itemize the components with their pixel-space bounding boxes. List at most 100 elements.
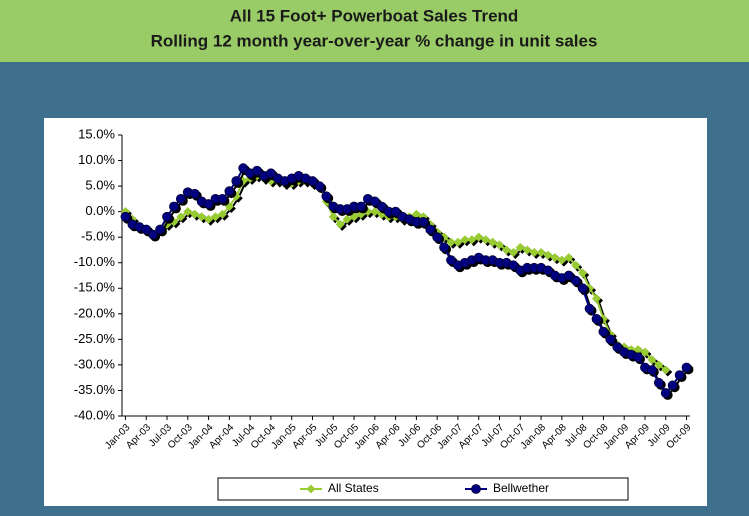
data-point bbox=[543, 250, 553, 260]
data-point bbox=[411, 209, 421, 219]
data-point bbox=[369, 196, 380, 207]
data-point bbox=[141, 224, 152, 235]
data-point bbox=[169, 201, 179, 212]
data-point bbox=[453, 237, 463, 247]
y-tick-label: -25.0% bbox=[74, 331, 116, 346]
data-point bbox=[598, 326, 609, 337]
data-point bbox=[557, 255, 567, 265]
data-point bbox=[328, 212, 338, 222]
data-point bbox=[189, 188, 200, 199]
y-tick-label: -20.0% bbox=[74, 305, 116, 320]
data-point bbox=[197, 212, 207, 222]
data-point bbox=[342, 214, 352, 224]
data-point bbox=[653, 377, 664, 388]
data-point bbox=[390, 206, 401, 217]
legend-marker bbox=[471, 484, 481, 494]
data-point bbox=[578, 268, 588, 278]
data-point bbox=[266, 168, 276, 179]
y-tick-label: -30.0% bbox=[74, 356, 116, 371]
data-point bbox=[640, 347, 650, 357]
title-banner bbox=[0, 0, 749, 62]
y-tick-label: 0.0% bbox=[85, 203, 115, 218]
y-tick-label: -10.0% bbox=[74, 254, 116, 269]
data-point bbox=[501, 245, 511, 255]
data-point bbox=[633, 352, 643, 363]
data-point bbox=[307, 176, 318, 186]
data-point bbox=[321, 191, 332, 202]
legend-label: All States bbox=[328, 481, 379, 495]
data-point bbox=[314, 181, 325, 191]
data-point bbox=[564, 253, 574, 263]
data-point bbox=[446, 237, 456, 247]
data-point bbox=[667, 380, 678, 391]
data-point bbox=[238, 176, 248, 186]
data-point bbox=[238, 163, 249, 174]
data-point bbox=[217, 193, 228, 204]
data-point bbox=[231, 176, 242, 186]
data-point bbox=[612, 342, 623, 352]
data-point bbox=[252, 165, 262, 176]
data-point bbox=[175, 193, 186, 204]
y-tick-label: -15.0% bbox=[74, 280, 116, 295]
data-point bbox=[654, 360, 664, 370]
data-point bbox=[183, 207, 193, 217]
series bbox=[120, 163, 692, 398]
data-point bbox=[446, 255, 456, 266]
data-point bbox=[439, 232, 449, 242]
y-tick-label: 10.0% bbox=[78, 152, 115, 167]
data-point bbox=[529, 248, 539, 258]
data-point bbox=[591, 293, 601, 303]
data-point bbox=[681, 362, 692, 373]
data-point bbox=[356, 201, 366, 212]
data-point bbox=[162, 211, 172, 222]
legend-marker bbox=[306, 484, 316, 494]
data-point bbox=[370, 207, 380, 217]
data-point bbox=[474, 232, 484, 242]
legend bbox=[217, 477, 629, 501]
data-point bbox=[148, 229, 159, 240]
data-point bbox=[647, 365, 657, 375]
data-point bbox=[217, 209, 227, 219]
data-point bbox=[467, 235, 477, 245]
data-point bbox=[376, 201, 387, 212]
data-point bbox=[605, 334, 616, 345]
data-point bbox=[169, 217, 179, 227]
data-point bbox=[231, 191, 241, 201]
data-point bbox=[204, 214, 214, 224]
data-point bbox=[674, 370, 685, 381]
y-tick-label: 5.0% bbox=[85, 178, 115, 193]
y-tick-label: 15.0% bbox=[78, 126, 115, 141]
data-point bbox=[563, 270, 574, 281]
data-point bbox=[335, 219, 345, 229]
data-point bbox=[460, 235, 470, 245]
y-tick-label: -40.0% bbox=[74, 407, 116, 422]
data-point bbox=[439, 242, 449, 253]
data-point bbox=[571, 260, 581, 270]
data-point bbox=[155, 224, 165, 235]
data-point bbox=[550, 253, 560, 263]
data-point bbox=[508, 260, 519, 271]
chart-title: All 15 Foot+ Powerboat Sales Trend bbox=[230, 6, 519, 25]
data-point bbox=[211, 212, 221, 222]
data-point bbox=[432, 232, 443, 243]
data-point bbox=[536, 248, 546, 258]
chart-area bbox=[44, 118, 707, 506]
data-point bbox=[363, 207, 373, 217]
data-point bbox=[522, 245, 532, 255]
data-point bbox=[224, 186, 235, 197]
data-point bbox=[660, 388, 671, 398]
data-point bbox=[224, 202, 234, 212]
y-tick-label: -5.0% bbox=[81, 229, 115, 244]
data-point bbox=[647, 355, 657, 365]
data-point bbox=[190, 209, 200, 219]
data-point bbox=[598, 314, 608, 324]
data-point bbox=[495, 240, 505, 250]
data-point bbox=[356, 209, 366, 219]
data-point bbox=[349, 212, 359, 222]
data-point bbox=[508, 248, 518, 258]
data-point bbox=[425, 224, 436, 235]
data-point bbox=[661, 365, 671, 375]
data-point bbox=[418, 216, 429, 227]
